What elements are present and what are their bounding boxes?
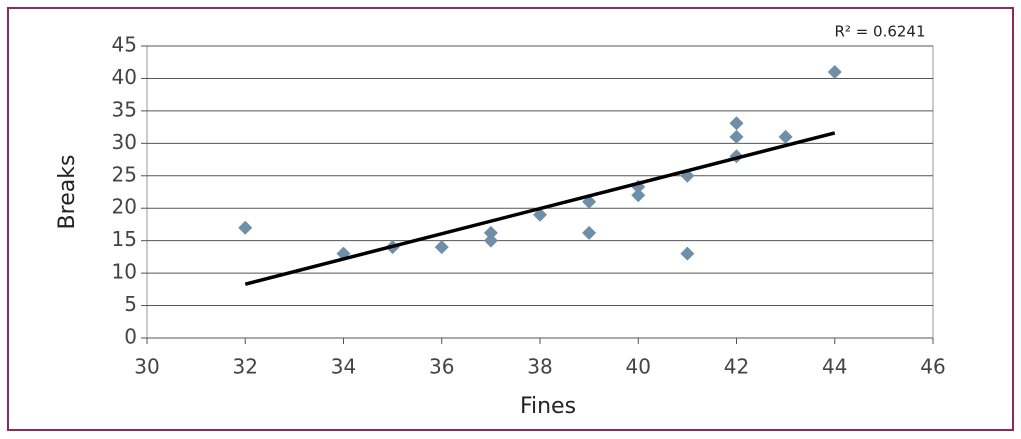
y-tick-label: 45 <box>112 33 137 57</box>
y-tick-label: 0 <box>124 325 137 349</box>
point <box>827 64 842 79</box>
point <box>483 233 498 248</box>
y-tick-label: 40 <box>112 65 137 89</box>
x-tick-label: 44 <box>822 355 847 379</box>
point <box>778 129 793 144</box>
x-tick-label: 42 <box>724 355 749 379</box>
x-tick-label: 30 <box>134 355 159 379</box>
y-tick-label: 10 <box>112 260 137 284</box>
point <box>680 246 695 261</box>
point <box>238 220 253 235</box>
x-tick-label: 46 <box>920 355 945 379</box>
x-tick-label: 34 <box>331 355 356 379</box>
y-axis-label: Breaks <box>55 155 80 230</box>
y-tick-label: 5 <box>124 292 137 316</box>
x-tick-label: 36 <box>429 355 454 379</box>
x-tick-label: 32 <box>233 355 258 379</box>
y-tick-label: 15 <box>112 227 137 251</box>
point <box>729 129 744 144</box>
y-tick-label: 35 <box>112 97 137 121</box>
x-axis-label: Fines <box>520 394 576 419</box>
x-tick-label: 40 <box>626 355 651 379</box>
point <box>582 225 597 240</box>
point <box>729 116 744 131</box>
point <box>483 225 498 240</box>
x-tick-label: 38 <box>527 355 552 379</box>
point <box>631 188 646 203</box>
trend-line <box>244 131 836 286</box>
y-tick-label: 25 <box>112 162 137 186</box>
y-tick-label: 20 <box>112 195 137 219</box>
point <box>434 240 449 255</box>
r-squared: R² = 0.6241 <box>834 23 925 41</box>
y-tick-label: 30 <box>112 130 137 154</box>
